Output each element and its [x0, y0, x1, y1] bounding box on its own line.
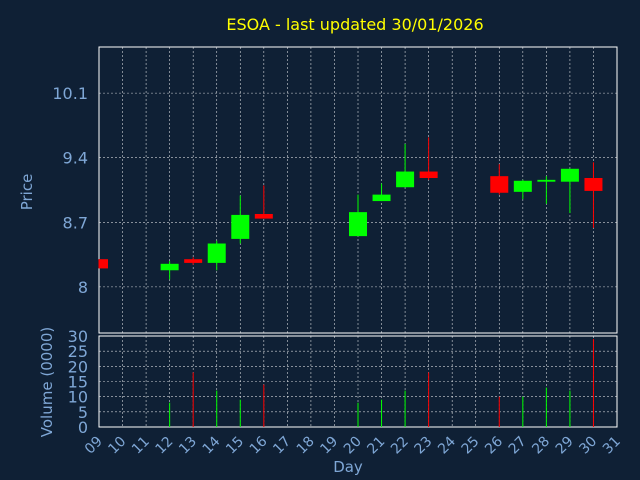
volume-tick-label: 0	[78, 418, 88, 437]
x-tick-label: 20	[341, 434, 365, 458]
candle-body	[537, 179, 556, 182]
x-tick-label: 17	[270, 434, 294, 458]
volume-tick-label: 20	[68, 357, 88, 376]
volume-axis-label: Volume (0000)	[38, 327, 56, 437]
x-tick-label: 29	[553, 434, 577, 458]
candle-body	[160, 263, 179, 271]
candle-body	[584, 178, 603, 191]
candle-body	[419, 171, 438, 179]
x-tick-label: 15	[223, 434, 247, 458]
x-tick-label: 23	[412, 434, 436, 458]
x-tick-label: 30	[576, 434, 600, 458]
x-tick-label: 21	[364, 434, 388, 458]
x-tick-label: 25	[459, 434, 483, 458]
price-tick-label: 10.1	[52, 84, 88, 103]
x-tick-label: 28	[529, 434, 553, 458]
candle-body	[513, 180, 532, 192]
volume-tick-label: 25	[68, 342, 88, 361]
candle-body	[231, 214, 250, 239]
candle-body	[99, 259, 108, 269]
candle-body	[490, 176, 509, 193]
x-tick-label: 19	[317, 434, 341, 458]
candle-body	[184, 259, 203, 263]
x-tick-label: 12	[153, 434, 177, 458]
volume-tick-label: 5	[78, 403, 88, 422]
volume-tick-label: 15	[68, 373, 88, 392]
x-tick-label: 10	[105, 434, 129, 458]
x-tick-label: 09	[82, 434, 106, 458]
chart-title: ESOA - last updated 30/01/2026	[226, 15, 483, 34]
price-panel-frame	[98, 46, 618, 334]
x-tick-label: 22	[388, 434, 412, 458]
price-tick-label: 8	[78, 278, 88, 297]
price-tick-label: 9.4	[63, 149, 88, 168]
x-tick-label: 14	[200, 433, 224, 457]
volume-tick-label: 30	[68, 327, 88, 346]
x-tick-label: 26	[482, 433, 506, 457]
candle-body	[372, 194, 391, 202]
x-tick-label: 11	[129, 434, 153, 458]
candle-body	[207, 243, 226, 263]
price-axis-label: Price	[18, 174, 36, 211]
candle-body	[349, 212, 367, 237]
price-tick-label: 8.7	[63, 213, 88, 232]
x-axis-label: Day	[333, 458, 363, 476]
candle-body	[560, 168, 579, 182]
x-tick-label: 27	[506, 434, 530, 458]
volume-tick-label: 10	[68, 388, 88, 407]
x-tick-label: 13	[176, 434, 200, 458]
x-tick-label: 16	[247, 433, 271, 457]
candle-body	[254, 213, 273, 219]
x-tick-label: 24	[435, 433, 459, 457]
chart-layer: 09 10 11 12 13 14 15 16 17 18 19 20 21 22 23 24 25 26 27 28…	[52, 46, 624, 458]
x-tick-label: 31	[600, 434, 624, 458]
x-tick-label: 18	[294, 434, 318, 458]
candle-body	[396, 171, 415, 188]
